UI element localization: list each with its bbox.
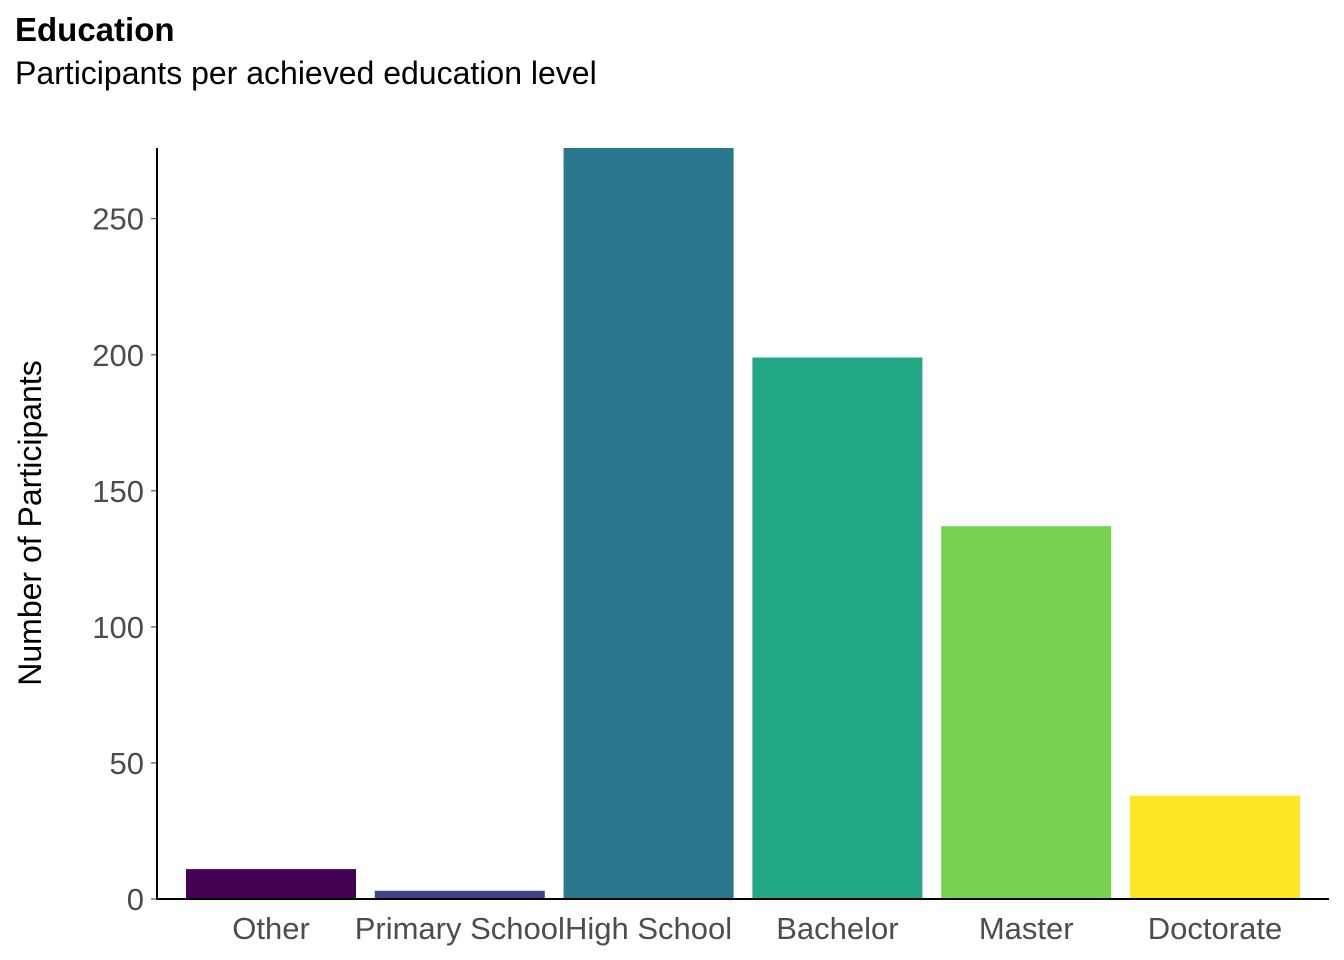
- y-axis-title: Number of Participants: [12, 360, 48, 685]
- x-tick-layer: Other Primary School High School Bachelor Ma…: [232, 911, 1282, 946]
- y-tick-label-100: 100: [92, 610, 144, 645]
- bar-master: [941, 526, 1112, 899]
- y-tick-label-0: 0: [127, 882, 144, 917]
- bar-primary-school: [374, 890, 545, 899]
- x-tick-label-primary-school: Primary School: [355, 911, 565, 946]
- x-tick-label-other: Other: [232, 911, 310, 946]
- axes-layer: [156, 148, 1329, 900]
- bar-other: [186, 869, 356, 899]
- x-tick-label-bachelor: Bachelor: [776, 911, 898, 946]
- bar-doctorate: [1130, 795, 1300, 899]
- x-tick-label-doctorate: Doctorate: [1148, 911, 1282, 946]
- y-tick-label-200: 200: [92, 338, 144, 373]
- bar-bachelor: [752, 357, 923, 899]
- y-tick-layer: 0 50 100 150 200 250: [92, 202, 157, 917]
- chart-title: Education: [15, 11, 175, 48]
- bar-high-school: [563, 148, 734, 899]
- bars-layer: [186, 148, 1300, 899]
- y-tick-label-150: 150: [92, 474, 144, 509]
- x-tick-label-high-school: High School: [565, 911, 732, 946]
- y-tick-label-50: 50: [110, 746, 144, 781]
- x-tick-label-master: Master: [979, 911, 1074, 946]
- y-tick-label-250: 250: [92, 202, 144, 237]
- chart-subtitle: Participants per achieved education leve…: [15, 55, 597, 91]
